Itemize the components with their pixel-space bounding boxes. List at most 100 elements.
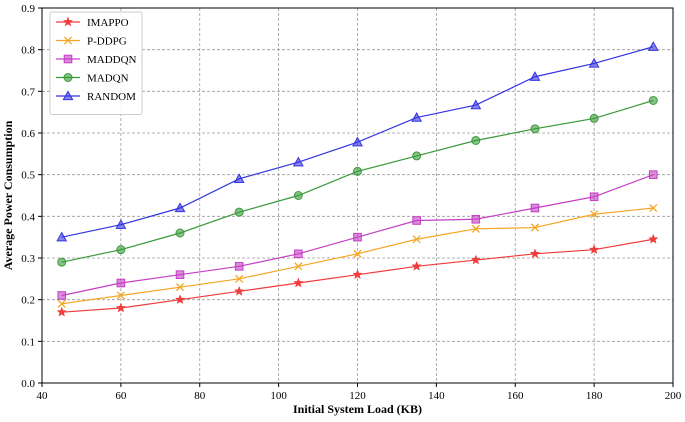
data-point-madqn xyxy=(353,166,362,176)
data-point-imappo xyxy=(588,244,600,255)
data-point-p-ddpg xyxy=(294,262,303,271)
legend-marker-maddqn xyxy=(63,54,73,64)
data-point-imappo xyxy=(115,302,127,313)
y-tick-label: 0.0 xyxy=(21,378,35,390)
legend: IMAPPO P-DDPG MADDQN MADQN RANDOM xyxy=(49,11,143,115)
data-point-p-ddpg xyxy=(235,274,244,283)
data-point-madqn xyxy=(648,96,658,105)
data-point-madqn xyxy=(293,191,303,200)
data-point-p-ddpg xyxy=(590,210,599,219)
data-point-p-ddpg xyxy=(116,291,125,300)
y-axis-title: Average Power Consumption xyxy=(1,120,15,270)
data-point-maddqn xyxy=(530,203,540,213)
series-madqn xyxy=(57,96,658,267)
data-point-random xyxy=(588,57,600,68)
legend-marker-imappo xyxy=(62,16,74,27)
data-point-random xyxy=(529,71,541,81)
legend-label: MADDQN xyxy=(87,54,137,66)
legend-marker-random xyxy=(62,90,74,101)
series-random xyxy=(56,41,659,242)
y-tick-label: 0.3 xyxy=(21,253,35,265)
data-point-random xyxy=(115,219,127,229)
legend-label: RANDOM xyxy=(87,91,136,103)
data-point-imappo xyxy=(56,306,67,317)
x-tick-label: 140 xyxy=(428,390,445,402)
x-tick-label: 200 xyxy=(665,390,682,402)
series-imappo xyxy=(56,233,659,317)
data-point-madqn xyxy=(530,124,540,134)
legend-item-random: RANDOM xyxy=(56,90,136,103)
data-point-maddqn xyxy=(648,170,658,179)
data-point-imappo xyxy=(352,269,363,280)
legend-item-p-ddpg: P-DDPG xyxy=(56,36,127,48)
data-point-maddqn xyxy=(589,192,599,202)
data-point-p-ddpg xyxy=(412,235,421,244)
data-point-random xyxy=(292,156,304,167)
x-axis-title: Initial System Load (KB) xyxy=(293,402,422,416)
data-point-maddqn xyxy=(57,291,67,300)
x-tick-label: 160 xyxy=(507,390,524,402)
data-point-p-ddpg xyxy=(649,203,658,213)
data-point-maddqn xyxy=(234,262,244,271)
data-point-madqn xyxy=(471,136,481,145)
legend-item-madqn: MADQN xyxy=(56,73,129,85)
data-point-maddqn xyxy=(353,232,362,242)
y-tick-label: 0.6 xyxy=(21,128,35,140)
series-maddqn xyxy=(57,170,658,300)
data-point-madqn xyxy=(589,113,599,123)
data-point-p-ddpg xyxy=(57,299,66,308)
legend-label: P-DDPG xyxy=(87,36,127,48)
legend-item-maddqn: MADDQN xyxy=(56,54,137,66)
legend-marker-madqn xyxy=(63,73,73,82)
data-point-random xyxy=(56,231,68,242)
x-tick-label: 120 xyxy=(349,390,366,402)
data-point-random xyxy=(647,41,659,51)
data-point-random xyxy=(233,173,245,184)
data-point-maddqn xyxy=(175,270,185,279)
grid xyxy=(42,8,673,383)
data-point-p-ddpg xyxy=(530,223,540,232)
x-tick-label: 100 xyxy=(270,390,287,402)
data-point-p-ddpg xyxy=(471,224,480,233)
legend-box xyxy=(49,11,143,115)
data-point-imappo xyxy=(233,285,245,296)
data-point-random xyxy=(411,111,423,122)
data-point-random xyxy=(470,99,482,110)
data-point-maddqn xyxy=(294,249,303,259)
y-tick-label: 0.5 xyxy=(21,170,35,182)
data-point-random xyxy=(352,136,363,147)
data-point-p-ddpg xyxy=(175,283,185,292)
axes: 40 60 80 100 120 140 160 180 200 0.0 0.1 0.2 0.3 0.4 0… xyxy=(21,3,682,402)
y-tick-label: 0.8 xyxy=(21,45,35,57)
data-point-imappo xyxy=(293,277,304,288)
x-tick-label: 80 xyxy=(194,390,206,402)
series-layer xyxy=(56,41,659,317)
data-point-madqn xyxy=(412,151,422,161)
data-point-madqn xyxy=(57,257,67,267)
x-tick-label: 40 xyxy=(37,390,49,402)
legend-marker-p-ddpg xyxy=(63,36,73,45)
x-tick-label: 60 xyxy=(115,390,127,402)
legend-item-imappo: IMAPPO xyxy=(56,16,129,29)
data-point-madqn xyxy=(234,207,244,217)
data-point-random xyxy=(174,202,186,213)
y-tick-label: 0.2 xyxy=(21,295,35,307)
data-point-madqn xyxy=(175,228,185,238)
data-point-p-ddpg xyxy=(353,249,362,258)
series-p-ddpg xyxy=(57,203,658,308)
data-point-maddqn xyxy=(116,278,126,288)
data-point-maddqn xyxy=(471,214,481,224)
data-point-imappo xyxy=(470,254,482,265)
data-point-imappo xyxy=(411,260,422,271)
x-tick-label: 180 xyxy=(586,390,603,402)
legend-label: MADQN xyxy=(87,73,129,85)
legend-label: IMAPPO xyxy=(87,17,129,29)
y-tick-label: 0.9 xyxy=(21,3,35,15)
data-point-maddqn xyxy=(412,216,421,225)
data-point-madqn xyxy=(116,245,126,255)
data-point-imappo xyxy=(174,294,186,305)
y-tick-label: 0.1 xyxy=(21,336,35,348)
y-tick-label: 0.7 xyxy=(21,86,35,98)
y-tick-label: 0.4 xyxy=(21,211,35,223)
